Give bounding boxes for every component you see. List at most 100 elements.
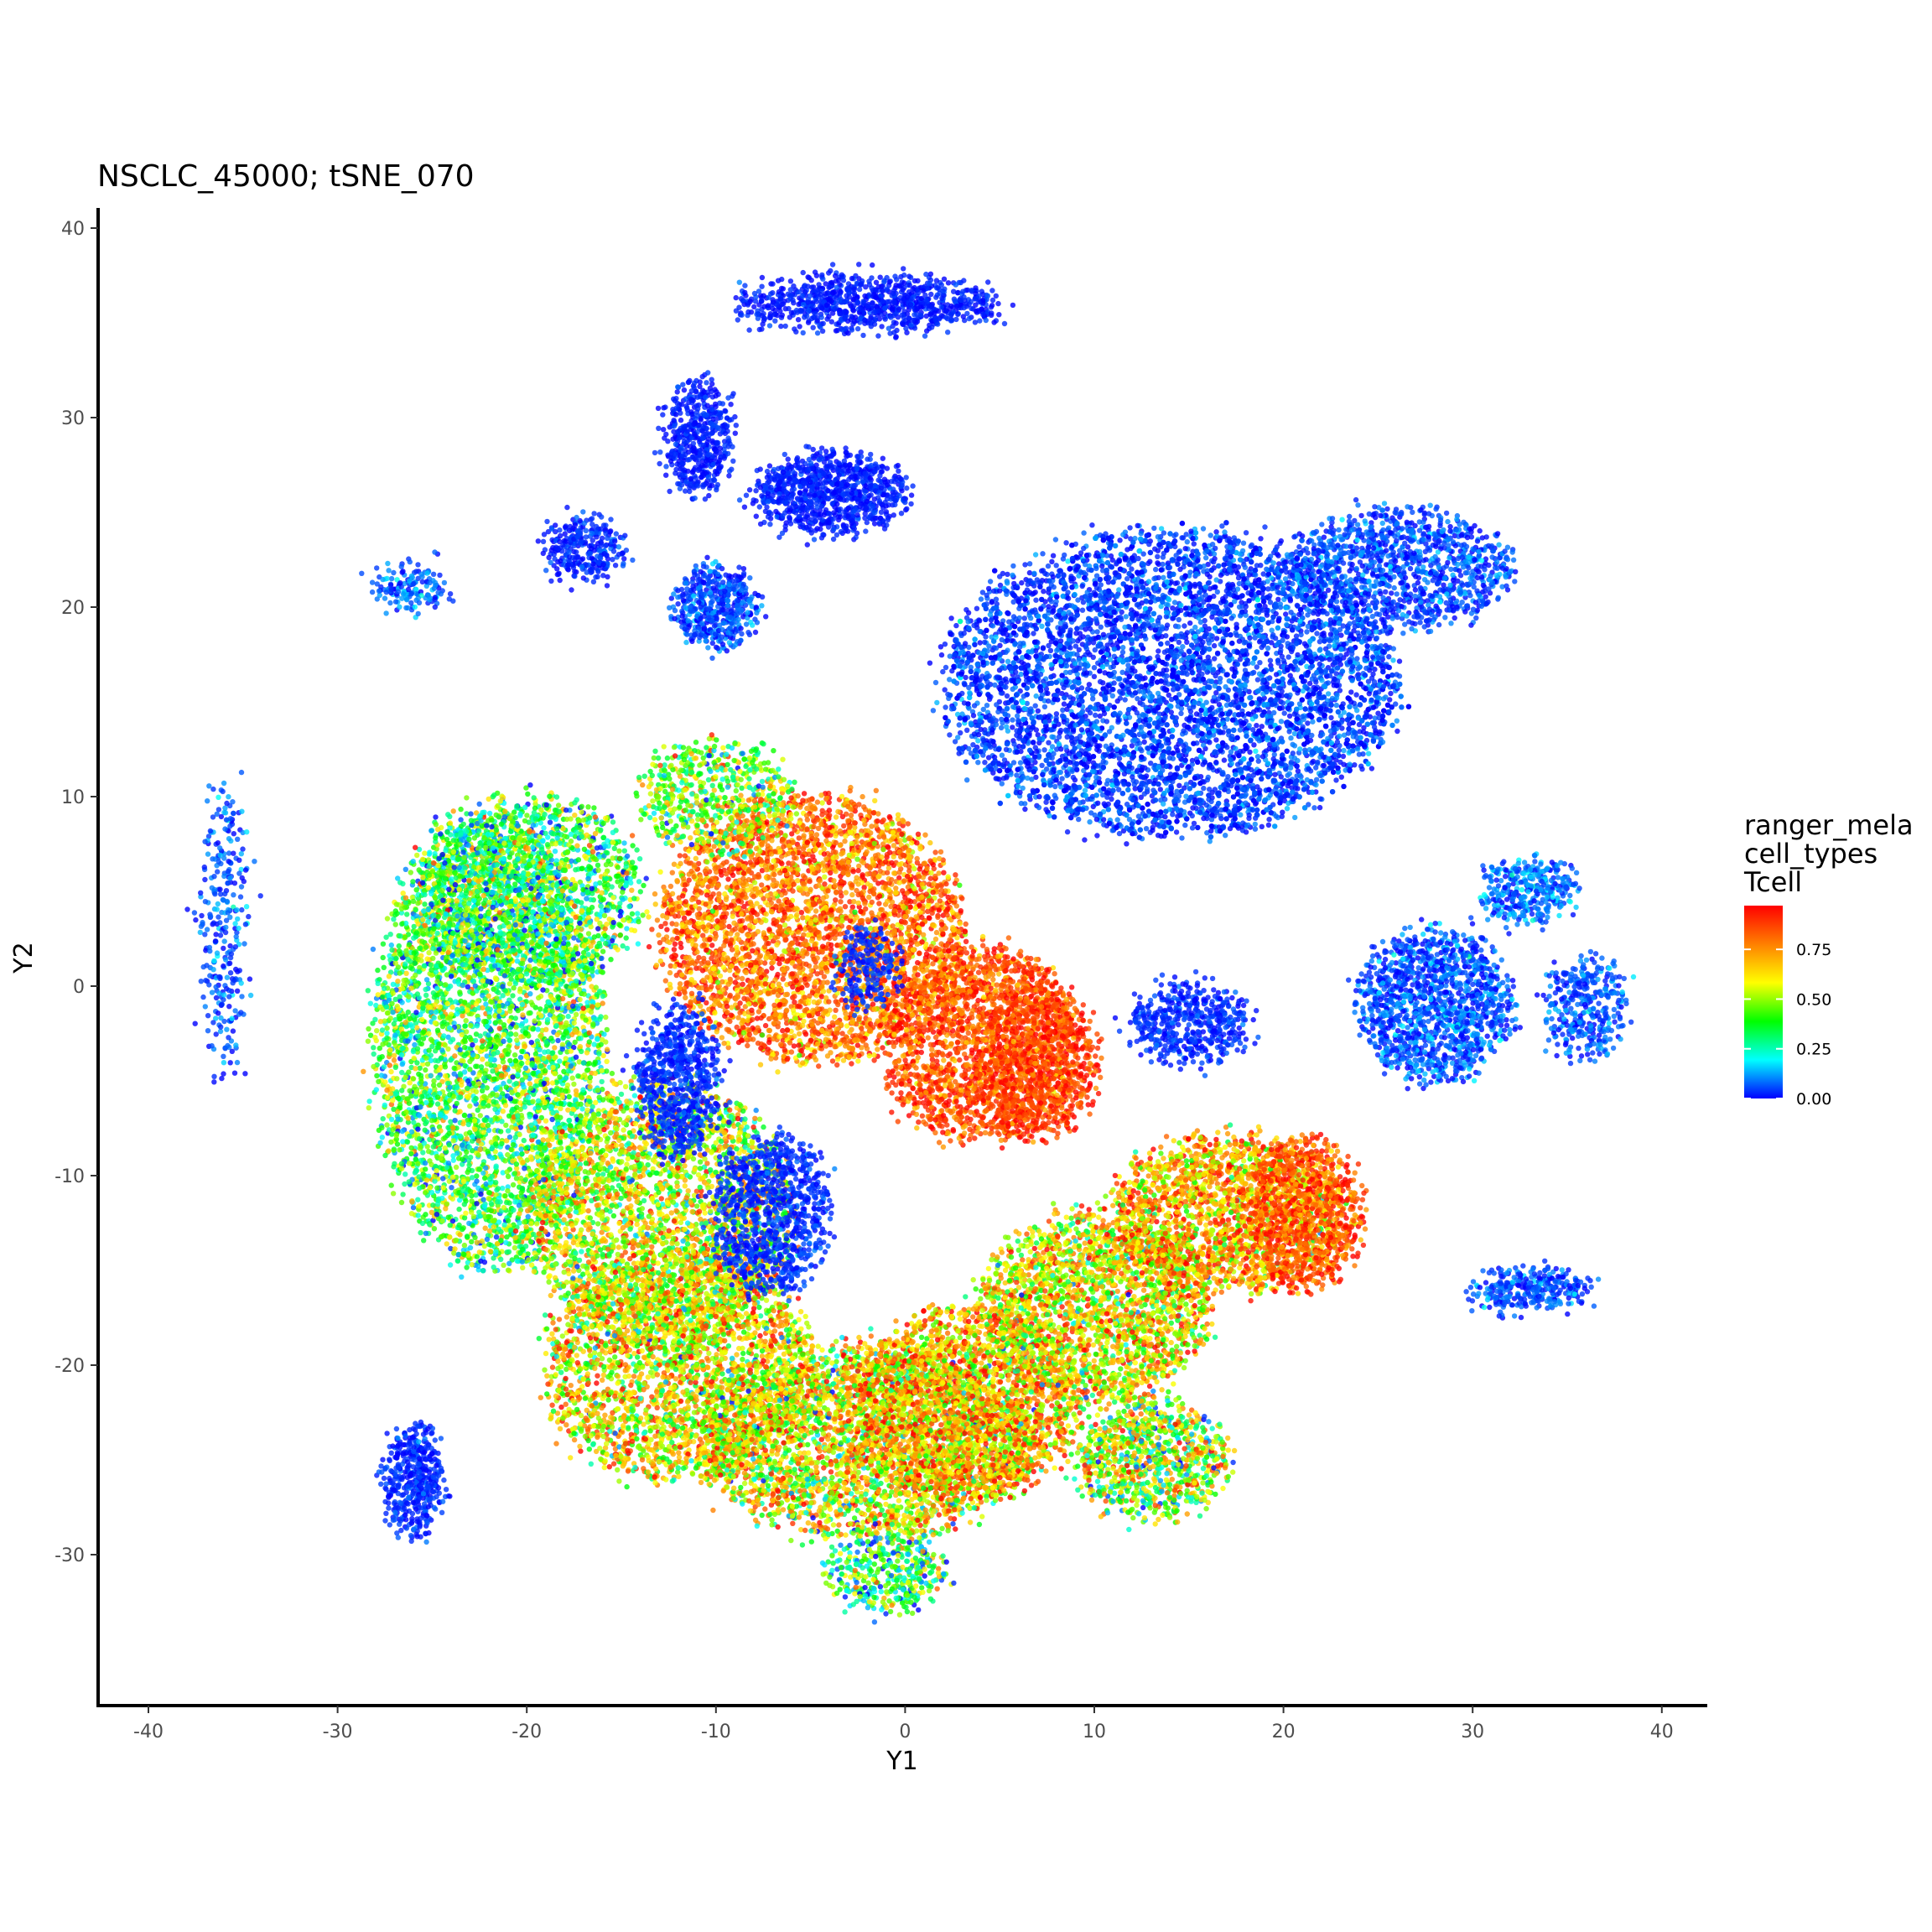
data-point [427, 1158, 433, 1164]
data-point [603, 1014, 609, 1021]
data-point [566, 1093, 572, 1100]
data-point [392, 996, 398, 1003]
data-point [413, 906, 418, 913]
data-point [399, 1166, 405, 1171]
data-point [488, 1208, 494, 1214]
data-point [561, 1068, 567, 1075]
data-point [489, 1000, 495, 1005]
data-point [528, 939, 534, 945]
data-point [465, 984, 470, 990]
data-point [454, 1100, 460, 1107]
data-point [367, 1000, 373, 1006]
data-point [438, 1128, 444, 1134]
data-point [604, 1068, 610, 1074]
data-point [502, 1193, 508, 1199]
data-point [463, 1018, 469, 1024]
data-point [515, 1113, 521, 1119]
data-point [580, 1005, 586, 1011]
data-point [460, 1142, 465, 1148]
data-point [447, 1092, 453, 1098]
data-point [477, 1033, 483, 1039]
data-point [548, 1104, 554, 1110]
data-point [455, 1252, 461, 1258]
data-point [399, 985, 406, 992]
data-point [462, 1000, 468, 1005]
data-point [467, 1244, 474, 1251]
data-point [493, 1044, 499, 1050]
data-point [402, 1074, 408, 1081]
data-point [392, 1064, 398, 1071]
data-point [526, 1010, 532, 1016]
data-point [600, 993, 606, 1000]
data-point [575, 1005, 581, 1011]
data-point [573, 1011, 579, 1018]
data-point [375, 980, 381, 987]
data-point [447, 1262, 454, 1268]
data-point [387, 1046, 393, 1053]
data-point [414, 991, 421, 997]
data-point [480, 992, 486, 999]
data-point [454, 1084, 460, 1091]
data-point [535, 1056, 541, 1062]
data-point [406, 1069, 412, 1075]
data-point [427, 849, 433, 855]
data-point [522, 918, 529, 924]
data-point [392, 1032, 398, 1038]
data-point [454, 898, 460, 904]
data-point [373, 1087, 379, 1093]
data-point [501, 1222, 507, 1228]
data-point [510, 993, 516, 999]
data-point [574, 898, 580, 904]
data-point [390, 990, 396, 996]
data-point [402, 1171, 408, 1177]
data-point [404, 1096, 410, 1102]
data-point [627, 875, 633, 882]
data-point [484, 886, 490, 893]
data-point [471, 1118, 478, 1124]
data-point [436, 1082, 443, 1088]
data-point [479, 1038, 486, 1044]
data-point [486, 1228, 493, 1234]
data-point [522, 1065, 529, 1072]
data-point [491, 1098, 496, 1104]
data-point [366, 1105, 371, 1111]
data-point [593, 881, 599, 887]
data-point [495, 1199, 501, 1205]
data-point [439, 1055, 444, 1061]
data-point [502, 1158, 508, 1164]
data-point [407, 1080, 413, 1086]
data-point [584, 1067, 590, 1073]
data-point [586, 1030, 592, 1036]
data-point [423, 1166, 428, 1172]
data-point [464, 1051, 470, 1057]
data-point [630, 860, 636, 865]
data-point [465, 1121, 471, 1128]
data-point [550, 1064, 556, 1071]
data-point [513, 1161, 520, 1167]
data-point [445, 1214, 451, 1220]
data-point [433, 1009, 439, 1015]
data-point [552, 849, 558, 854]
data-point [486, 1241, 492, 1248]
data-point [547, 1142, 553, 1149]
data-point [550, 1050, 556, 1056]
data-point [558, 1100, 564, 1107]
data-point [393, 1133, 399, 1139]
data-point [457, 1046, 463, 1053]
data-point [569, 1003, 576, 1010]
data-point [528, 1239, 534, 1245]
data-point [443, 982, 449, 988]
data-point [389, 1086, 396, 1092]
data-point [447, 1015, 453, 1021]
data-point [429, 1118, 435, 1124]
data-point [514, 1150, 520, 1157]
data-point [423, 1055, 429, 1062]
data-point [422, 922, 428, 928]
data-point [541, 1080, 548, 1087]
data-point [434, 1027, 441, 1033]
data-point [553, 1023, 559, 1029]
data-point [487, 1117, 494, 1123]
data-point [480, 1197, 486, 1202]
data-point [599, 1067, 605, 1073]
data-point [376, 1078, 382, 1085]
